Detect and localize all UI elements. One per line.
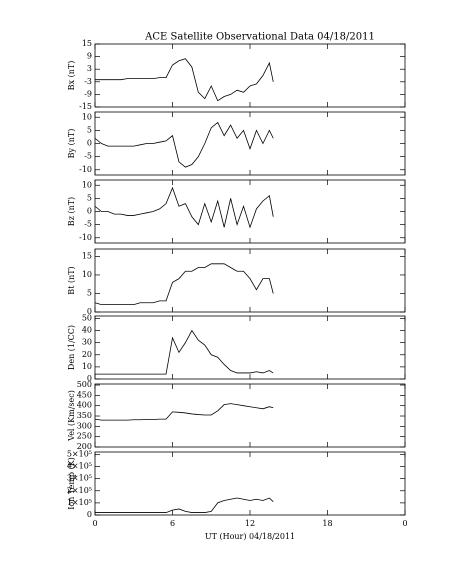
y-tick-label: 10 — [82, 112, 92, 121]
chart-title: ACE Satellite Observational Data 04/18/2… — [144, 32, 375, 43]
y-tick-label: 9 — [87, 52, 92, 61]
x-tick-label: 12 — [245, 519, 255, 528]
y-tick-label: -10 — [79, 233, 92, 242]
y-tick-label: 0 — [87, 510, 92, 519]
y-axis-label: Vel (Km/sec) — [67, 390, 76, 442]
panel-frame — [94, 179, 406, 244]
y-axis-label: Bt (nT) — [67, 266, 76, 294]
x-axis-label: UT (Hour) 04/18/2011 — [205, 532, 295, 541]
y-tick-label: 15 — [82, 39, 92, 48]
panel-frame — [94, 451, 406, 516]
y-tick-label: 0 — [87, 307, 92, 316]
x-tick-label: 0 — [402, 519, 407, 528]
data-line — [95, 329, 274, 375]
y-tick-label: 500 — [77, 380, 92, 389]
y-tick-label: -15 — [79, 102, 92, 111]
y-tick-label: 30 — [82, 338, 92, 347]
y-tick-label: 5 — [87, 125, 92, 134]
y-axis-label: Ion Temp (K) — [67, 457, 76, 510]
y-tick-label: 400 — [77, 401, 92, 410]
panel-frame — [94, 111, 406, 176]
y-tick-label: 5 — [87, 288, 92, 297]
y-axis-label: Bx (nT) — [67, 61, 76, 91]
y-tick-label: 200 — [77, 442, 92, 451]
y-tick-label: 4×10⁵ — [67, 462, 92, 471]
y-tick-label: 3×10⁵ — [67, 474, 92, 483]
y-axis-label: By (nT) — [67, 129, 76, 159]
y-tick-label: 40 — [82, 326, 92, 335]
y-tick-label: 0 — [87, 139, 92, 148]
y-tick-label: 1×10⁵ — [67, 498, 92, 507]
y-tick-label: -5 — [84, 220, 92, 229]
x-tick-label: 18 — [322, 519, 332, 528]
y-tick-label: -9 — [84, 89, 92, 98]
x-tick-label: 6 — [170, 519, 175, 528]
y-tick-label: -5 — [84, 152, 92, 161]
y-tick-label: 0 — [87, 207, 92, 216]
y-tick-label: 20 — [82, 350, 92, 359]
y-tick-label: 10 — [82, 270, 92, 279]
y-tick-label: 5 — [87, 193, 92, 202]
data-line — [94, 403, 274, 421]
data-line — [94, 186, 274, 229]
y-tick-label: 350 — [77, 411, 92, 420]
y-tick-label: 0 — [87, 374, 92, 383]
y-tick-label: 250 — [77, 432, 92, 441]
y-tick-label: 450 — [77, 390, 92, 399]
y-axis-label: Den (1/CC) — [67, 325, 76, 370]
y-tick-label: 50 — [82, 313, 92, 322]
data-line — [95, 58, 274, 102]
data-line — [95, 497, 274, 513]
y-axis-label: Bz (nT) — [67, 197, 76, 226]
panel-frame — [94, 383, 406, 448]
y-tick-label: -10 — [79, 165, 92, 174]
y-tick-label: 300 — [77, 421, 92, 430]
y-tick-label: 3 — [87, 64, 92, 73]
y-tick-label: -3 — [84, 77, 92, 86]
data-line — [94, 263, 274, 305]
y-tick-label: 15 — [82, 251, 92, 260]
y-tick-label: 10 — [82, 180, 92, 189]
x-tick-label: 0 — [92, 519, 97, 528]
y-tick-label: 10 — [82, 362, 92, 371]
data-line — [94, 121, 274, 168]
y-tick-label: 2×10⁵ — [67, 486, 92, 495]
y-tick-label: 5×10⁵ — [67, 449, 92, 458]
panel-frame — [94, 315, 406, 380]
panel-frame — [94, 43, 406, 108]
